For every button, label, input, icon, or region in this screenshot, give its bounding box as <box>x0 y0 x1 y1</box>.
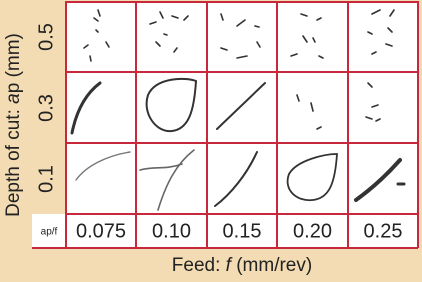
column-label: 0.20 <box>293 220 332 242</box>
column-label: 0.10 <box>152 220 191 242</box>
x-axis-label: Feed: f (mm/rev) <box>172 255 312 276</box>
column-label: 0.075 <box>76 220 126 242</box>
y-label-italic: a <box>3 93 24 104</box>
row-label: 0.1 <box>35 165 57 193</box>
y-label-text: Depth of cut: <box>3 104 24 217</box>
row-label: 0.3 <box>35 94 57 122</box>
figure: Depth of cut: ap (mm) 0.5 0.3 0.1 ap/f 0… <box>0 0 422 282</box>
y-axis-label: Depth of cut: ap (mm) <box>3 33 24 217</box>
corner-label: ap/f <box>41 227 58 238</box>
image-area <box>66 2 418 214</box>
column-label: 0.25 <box>364 220 403 242</box>
x-label-text: (mm/rev) <box>231 255 312 276</box>
y-label-text: p (mm) <box>3 33 24 93</box>
row-label: 0.5 <box>35 23 57 51</box>
x-label-text: Feed: <box>172 255 226 276</box>
column-label: 0.15 <box>223 220 262 242</box>
